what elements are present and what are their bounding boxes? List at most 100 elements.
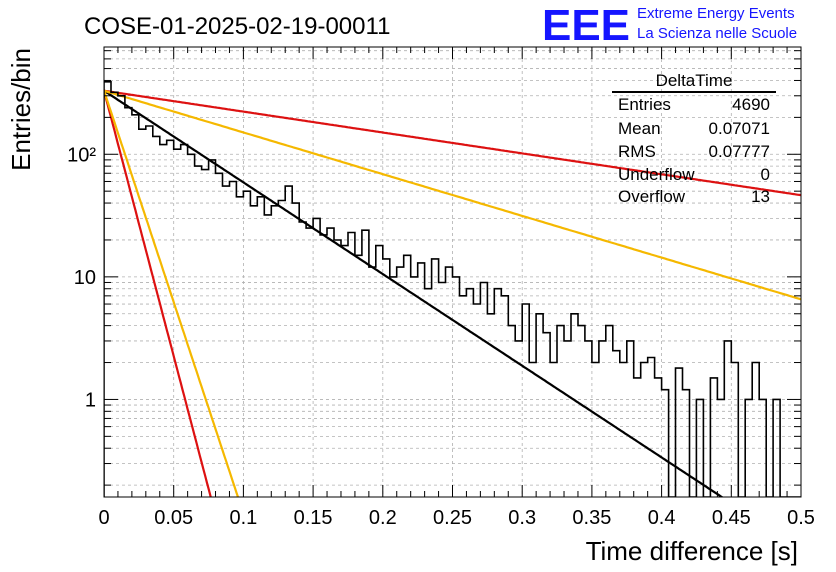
histogram-bin bbox=[432, 259, 439, 497]
y-axis: 1 10 10² bbox=[67, 50, 801, 486]
histogram-bin bbox=[655, 378, 662, 497]
x-axis-label: Time difference [s] bbox=[586, 536, 798, 566]
x-tick-label: 0.3 bbox=[508, 507, 536, 529]
histogram-bin bbox=[466, 289, 473, 497]
fit-line bbox=[104, 89, 801, 197]
y-tick-label: 1 bbox=[85, 389, 96, 411]
histogram-bin bbox=[397, 267, 404, 497]
eee-logo-mark: EEE bbox=[542, 1, 630, 50]
y-tick-label: 10 bbox=[74, 267, 96, 289]
histogram-bin bbox=[676, 368, 683, 497]
histogram-bin bbox=[153, 136, 160, 497]
histogram-bin bbox=[160, 145, 167, 497]
histogram-bin bbox=[320, 235, 327, 497]
histogram-bin bbox=[271, 206, 278, 497]
histogram-bin bbox=[285, 186, 292, 497]
histogram-bin bbox=[230, 182, 237, 498]
fit-line bbox=[104, 89, 724, 497]
histogram-bin bbox=[369, 267, 376, 497]
histogram-bin bbox=[425, 289, 432, 497]
histogram-bin bbox=[167, 140, 174, 497]
histogram-bin bbox=[662, 390, 669, 497]
x-tick-label: 0.25 bbox=[433, 507, 472, 529]
y-tick-label: 10² bbox=[67, 144, 96, 166]
histogram-bin bbox=[299, 222, 306, 497]
histogram-bin bbox=[522, 304, 529, 497]
histogram-bin bbox=[529, 363, 536, 498]
stats-value-underflow: 0 bbox=[761, 165, 770, 184]
x-tick-label: 0.5 bbox=[787, 507, 815, 529]
histogram-bin bbox=[752, 363, 759, 498]
stats-label-mean: Mean bbox=[618, 119, 661, 138]
x-tick-label: 0.15 bbox=[294, 507, 333, 529]
histogram-bin bbox=[341, 246, 348, 497]
stats-value-rms: 0.07777 bbox=[709, 142, 770, 161]
histogram-bin bbox=[683, 390, 690, 497]
fit-line bbox=[104, 90, 240, 497]
x-tick-label: 0 bbox=[98, 507, 109, 529]
histogram bbox=[104, 81, 801, 498]
histogram-bin bbox=[139, 129, 146, 497]
histogram-bin bbox=[334, 240, 341, 497]
chart-title: COSE-01-2025-02-19-00011 bbox=[84, 13, 390, 40]
x-tick-label: 0.35 bbox=[572, 507, 611, 529]
histogram-bin bbox=[292, 203, 299, 497]
histogram-bin bbox=[724, 341, 731, 497]
histogram-bin bbox=[313, 218, 320, 497]
histogram-bin bbox=[383, 259, 390, 497]
histogram-bin bbox=[710, 378, 717, 497]
x-tick-label: 0.2 bbox=[369, 507, 397, 529]
histogram-bin bbox=[473, 304, 480, 497]
eee-logo: EEE Extreme Energy Events La Scienza nel… bbox=[542, 1, 797, 50]
stats-value-mean: 0.07071 bbox=[709, 119, 770, 138]
histogram-bin bbox=[613, 351, 620, 497]
eee-logo-line1: Extreme Energy Events bbox=[637, 5, 795, 22]
histogram-bin bbox=[453, 277, 460, 497]
histogram-bin bbox=[209, 160, 216, 497]
x-tick-label: 0.05 bbox=[154, 507, 193, 529]
histogram-bin bbox=[494, 289, 501, 497]
histogram-bin bbox=[376, 246, 383, 497]
histogram-bin bbox=[731, 363, 738, 498]
histogram-bin bbox=[634, 378, 641, 497]
histogram-bin bbox=[641, 363, 648, 498]
histogram-bin bbox=[264, 215, 271, 497]
fit-lines bbox=[104, 89, 801, 497]
histogram-bin bbox=[181, 145, 188, 497]
histogram-bin bbox=[390, 277, 397, 497]
histogram-bin bbox=[362, 230, 369, 497]
histogram-bin bbox=[257, 197, 264, 497]
histogram-bin bbox=[243, 191, 250, 497]
stats-label-overflow: Overflow bbox=[618, 187, 686, 206]
histogram-bin bbox=[132, 115, 139, 497]
histogram-bin bbox=[648, 358, 655, 498]
histogram-bin bbox=[585, 341, 592, 497]
histogram-bin bbox=[543, 333, 550, 497]
histogram-bin bbox=[104, 82, 111, 497]
stats-label-rms: RMS bbox=[618, 142, 656, 161]
histogram-outline bbox=[104, 81, 801, 497]
histogram-bin bbox=[411, 277, 418, 497]
fit-line bbox=[104, 90, 212, 497]
histogram-bin bbox=[564, 341, 571, 497]
x-tick-label: 0.4 bbox=[648, 507, 676, 529]
x-tick-label: 0.45 bbox=[712, 507, 751, 529]
stats-box: DeltaTime Entries 4690 Mean 0.07071 RMS … bbox=[612, 71, 776, 206]
histogram-bin bbox=[348, 233, 355, 498]
eee-logo-line2: La Scienza nelle Scuole bbox=[637, 25, 797, 42]
x-tick-label: 0.1 bbox=[229, 507, 257, 529]
stats-value-entries: 4690 bbox=[732, 95, 770, 114]
stats-value-overflow: 13 bbox=[751, 187, 770, 206]
histogram-bin bbox=[480, 283, 487, 498]
histogram-bin bbox=[250, 206, 257, 497]
y-axis-label: Entries/bin bbox=[6, 48, 36, 171]
x-axis: 0 0.05 0.1 0.15 0.2 0.25 0.3 0.35 0.4 0.45 0.5 bbox=[98, 47, 815, 529]
stats-label-entries: Entries bbox=[618, 95, 671, 114]
stats-box-title: DeltaTime bbox=[656, 71, 733, 90]
histogram-bin bbox=[550, 363, 557, 498]
histogram-bin bbox=[592, 363, 599, 498]
histogram-bin bbox=[627, 341, 634, 497]
stats-label-underflow: Underflow bbox=[618, 165, 695, 184]
histogram-bin bbox=[446, 267, 453, 497]
